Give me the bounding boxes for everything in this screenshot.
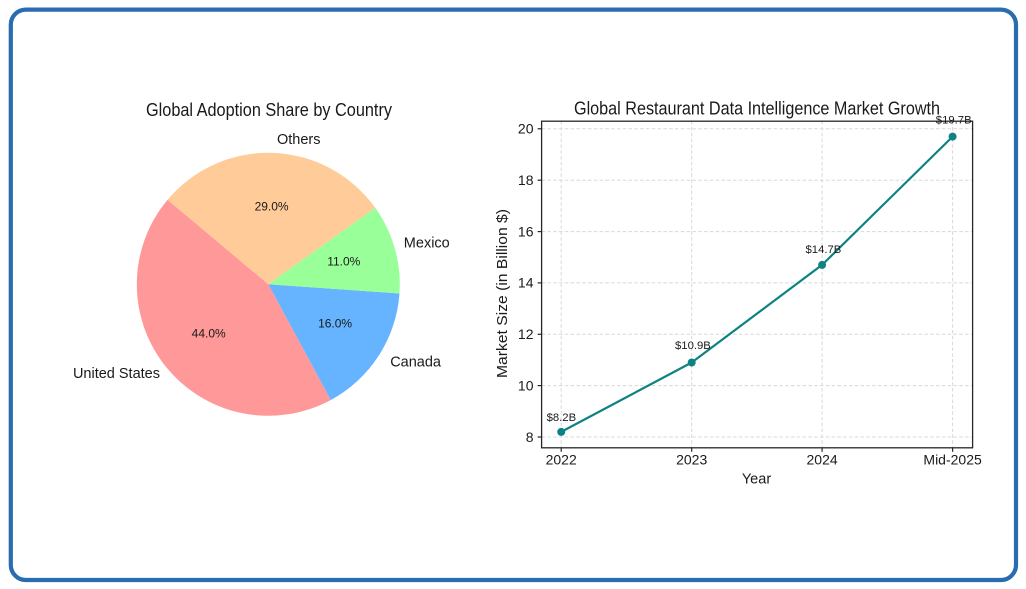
svg-text:$8.2B: $8.2B — [547, 412, 577, 424]
svg-text:20: 20 — [518, 121, 534, 137]
svg-text:United States: United States — [73, 366, 160, 382]
svg-text:$10.9B: $10.9B — [675, 340, 711, 352]
svg-text:18: 18 — [518, 172, 534, 188]
svg-text:16.0%: 16.0% — [318, 317, 352, 331]
svg-text:Global Adoption Share by Count: Global Adoption Share by Country — [146, 99, 393, 120]
svg-text:Mid-2025: Mid-2025 — [923, 452, 982, 468]
svg-text:$19.7B: $19.7B — [936, 115, 972, 127]
svg-text:Market Size (in Billion $): Market Size (in Billion $) — [495, 209, 511, 378]
svg-text:$14.7B: $14.7B — [806, 244, 842, 256]
svg-text:Others: Others — [277, 132, 321, 148]
svg-text:11.0%: 11.0% — [327, 255, 360, 269]
svg-text:14: 14 — [518, 275, 534, 291]
svg-text:Canada: Canada — [390, 355, 442, 371]
svg-text:Year: Year — [742, 472, 771, 488]
svg-text:29.0%: 29.0% — [255, 200, 289, 214]
svg-text:16: 16 — [518, 223, 534, 239]
svg-text:Global Restaurant Data Intelli: Global Restaurant Data Intelligence Mark… — [574, 99, 940, 119]
svg-text:2023: 2023 — [676, 452, 707, 468]
svg-text:44.0%: 44.0% — [192, 327, 226, 341]
svg-text:12: 12 — [518, 326, 534, 342]
svg-text:2024: 2024 — [807, 452, 838, 468]
svg-text:8: 8 — [526, 429, 534, 445]
svg-text:10: 10 — [518, 377, 534, 393]
svg-text:Mexico: Mexico — [404, 236, 450, 252]
svg-text:2022: 2022 — [546, 452, 577, 468]
